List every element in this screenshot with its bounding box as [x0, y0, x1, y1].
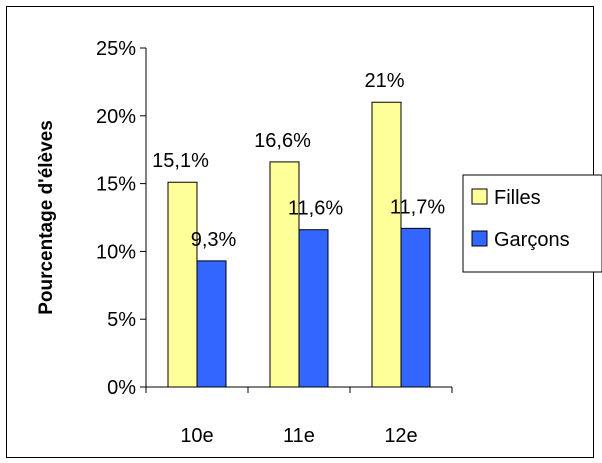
bar-gar-ons [400, 227, 431, 388]
x-tick-label: 10e [180, 425, 213, 447]
y-tick-label: 15% [96, 174, 136, 196]
bar-gar-ons [196, 260, 227, 388]
y-tick-label: 0% [107, 377, 136, 399]
y-tick-label: 10% [96, 241, 136, 263]
data-label: 11,7% [390, 196, 445, 218]
bar-gar-ons [298, 229, 329, 388]
bar-filles [371, 101, 402, 388]
data-label: 11,6% [288, 198, 343, 220]
legend-swatch [471, 230, 488, 247]
y-tick-label: 5% [107, 309, 136, 331]
data-label: 16,6% [254, 130, 311, 152]
bar-filles [269, 161, 300, 388]
data-label: 21% [364, 70, 404, 92]
legend-label: Garçons [494, 229, 570, 251]
x-tick-label: 11e [283, 425, 315, 447]
bar-filles [167, 181, 198, 388]
x-tick-label: 12e [384, 425, 417, 447]
data-label: 9,3% [191, 229, 237, 251]
legend-label: Filles [494, 187, 541, 209]
y-tick-label: 20% [96, 106, 136, 128]
legend-swatch [471, 188, 488, 205]
y-axis-title: Pourcentage d'élèves [36, 120, 57, 315]
data-label: 15,1% [152, 150, 209, 172]
y-tick-label: 25% [96, 38, 136, 60]
